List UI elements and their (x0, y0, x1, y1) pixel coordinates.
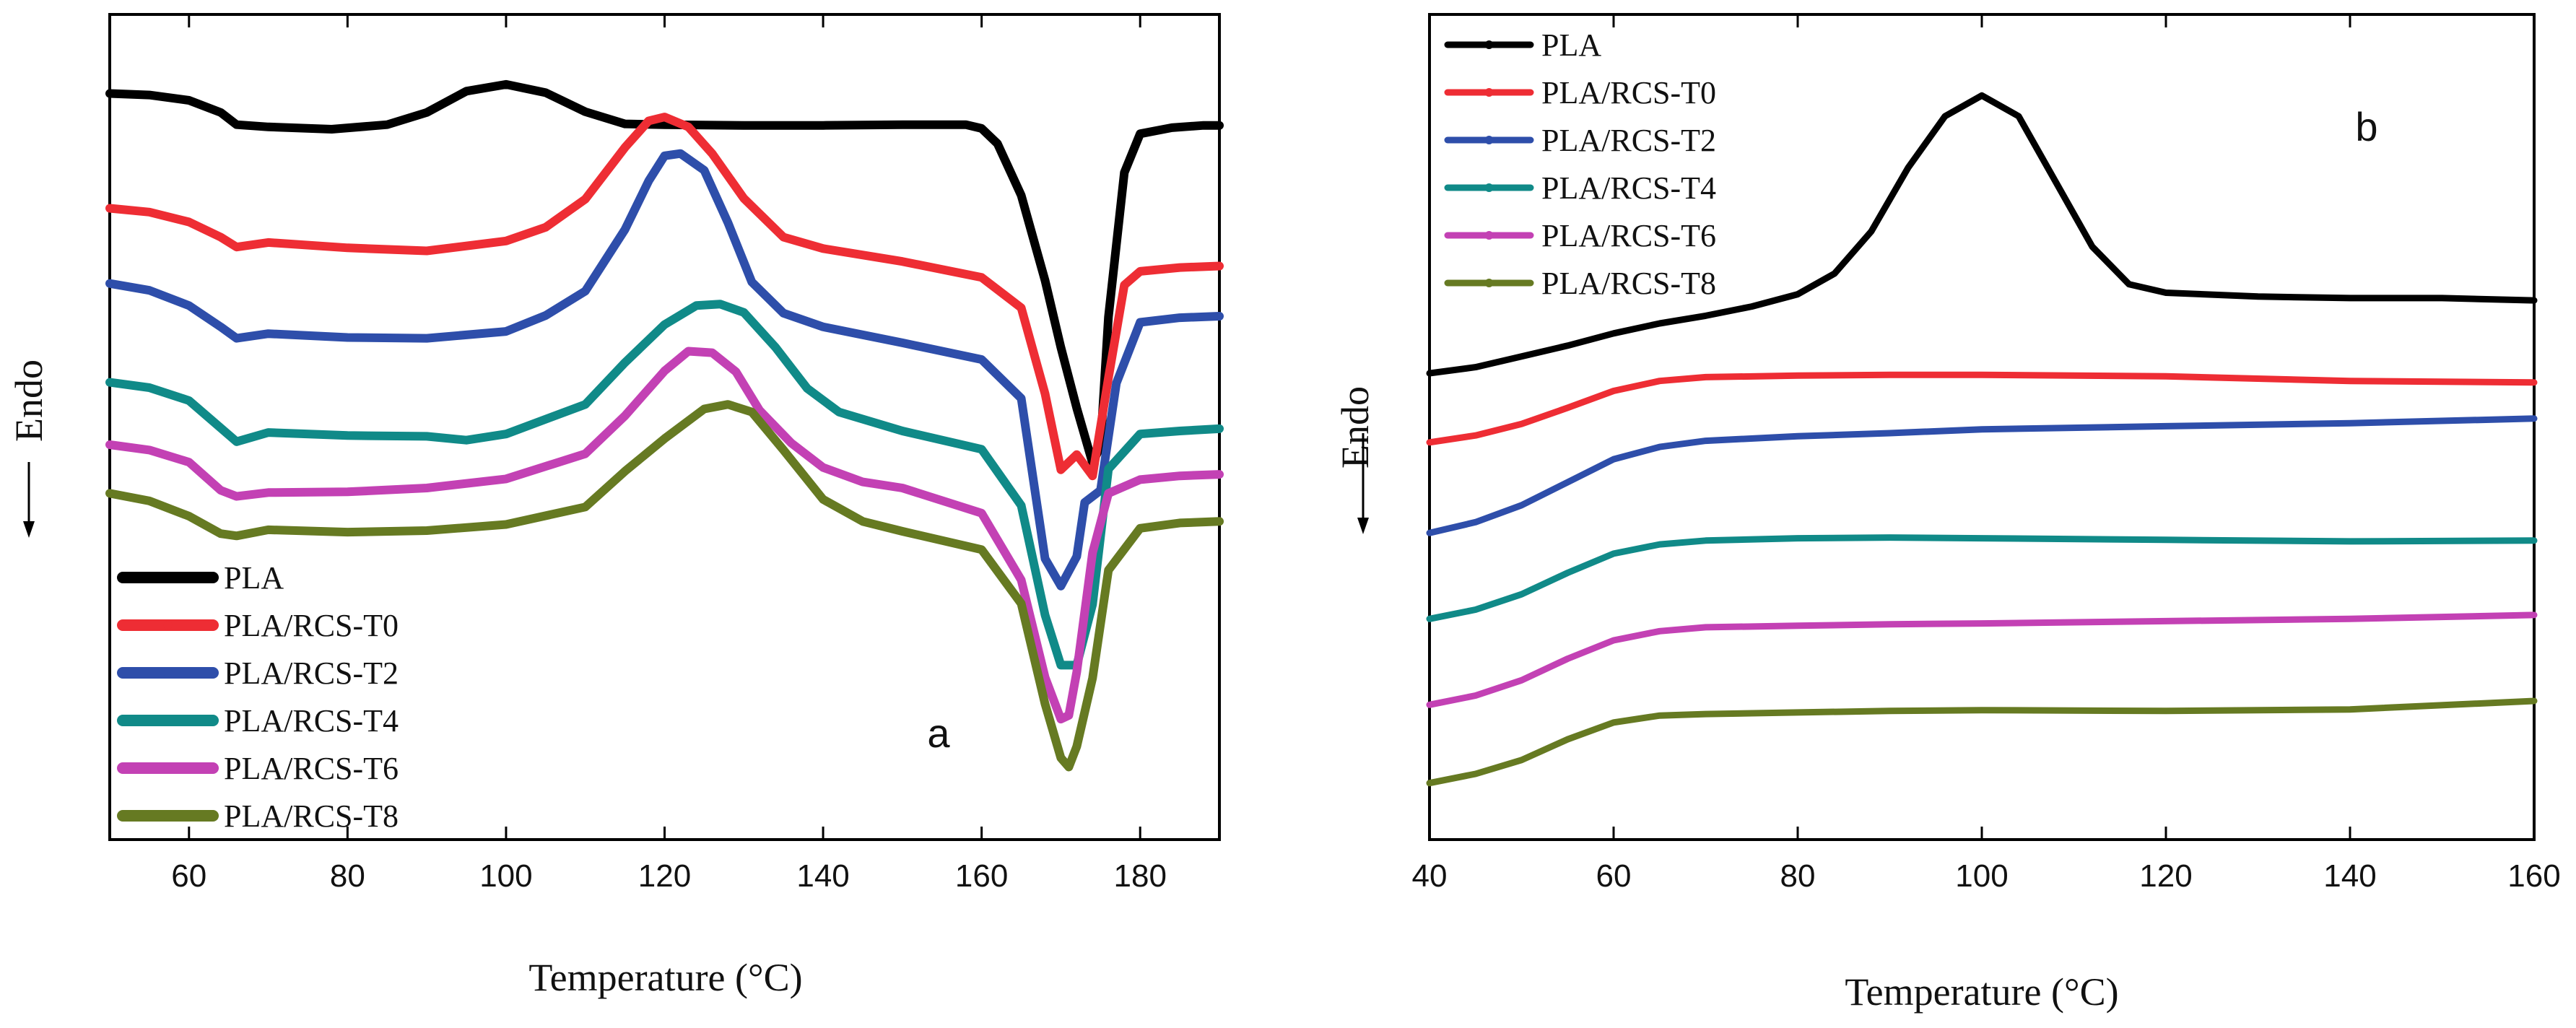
series-line-b-pla-rcs-t8 (1426, 697, 2538, 787)
x-tick-label-b-40: 40 (1412, 858, 1448, 894)
legend-label-b-pla-rcs-t4: PLA/RCS-T4 (1541, 170, 1716, 206)
x-tick-label-b-80: 80 (1780, 858, 1816, 894)
y-axis-label-b: Endo (1333, 386, 1377, 469)
legend-marker-b-pla-rcs-t4 (1484, 183, 1494, 192)
x-axis-unit-a: °C (748, 956, 790, 999)
legend-marker-b-pla-rcs-t0 (1484, 88, 1494, 97)
x-tick-label-a-60: 60 (171, 858, 206, 894)
series-lines-b (1426, 92, 2538, 787)
series-line-b-pla (1426, 92, 2538, 377)
x-tick-label-a-80: 80 (330, 858, 365, 894)
legend-marker-a-pla-rcs-t0 (163, 621, 173, 630)
legend-label-a-pla-rcs-t6: PLA/RCS-T6 (224, 751, 399, 786)
legend-marker-b-pla (1484, 40, 1494, 49)
legend-b: PLA PLA/RCS-T0 PLA/RCS-T2 PLA/RCS-T4 PLA/RCS… (1444, 27, 1716, 301)
x-axis-label-a: Temperature (°C) (528, 956, 802, 999)
legend-label-b-pla-rcs-t2: PLA/RCS-T2 (1541, 123, 1716, 158)
x-tick-label-b-160: 160 (2507, 858, 2560, 894)
series-lines-a (105, 79, 1224, 772)
x-tick-label-b-140: 140 (2323, 858, 2376, 894)
x-tick-label-b-60: 60 (1596, 858, 1632, 894)
x-tick-label-a-100: 100 (479, 858, 532, 894)
y-axis-label-a: Endo (7, 360, 51, 442)
legend-marker-a-pla-rcs-t6 (163, 764, 173, 772)
series-line-a-pla-rcs-t8 (105, 400, 1224, 772)
chart-panel-a: 60 80 100 120 140 160 180 PLA PLA/RCS-T0 PLA/RCS… (7, 13, 1224, 999)
x-tick-label-a-140: 140 (796, 858, 849, 894)
legend-label-b-pla-rcs-t6: PLA/RCS-T6 (1541, 218, 1716, 253)
x-tick-label-b-100: 100 (1955, 858, 2008, 894)
legend-label-b-pla-rcs-t8: PLA/RCS-T8 (1541, 266, 1716, 301)
legend-marker-a-pla-rcs-t8 (163, 811, 173, 820)
x-tick-label-a-160: 160 (955, 858, 1008, 894)
panel-label-a: a (927, 710, 950, 756)
legend-marker-b-pla-rcs-t2 (1484, 136, 1494, 144)
series-line-b-pla-rcs-t2 (1426, 415, 2538, 536)
legend-label-a-pla-rcs-t2: PLA/RCS-T2 (224, 655, 399, 691)
x-ticks-b: 40 60 80 100 120 140 160 (1412, 14, 2561, 894)
legend-label-b-pla-rcs-t0: PLA/RCS-T0 (1541, 75, 1716, 110)
series-line-b-pla-rcs-t6 (1426, 611, 2538, 708)
legend-marker-a-pla-rcs-t4 (163, 716, 173, 725)
legend-label-a-pla-rcs-t8: PLA/RCS-T8 (224, 798, 399, 834)
series-line-a-pla (105, 79, 1224, 468)
x-ticks-a: 60 80 100 120 140 160 180 (171, 14, 1167, 894)
series-line-a-pla-rcs-t2 (105, 149, 1224, 591)
legend-label-b-pla: PLA (1541, 27, 1601, 63)
y-axis-arrow-a (23, 462, 35, 538)
x-tick-label-a-120: 120 (638, 858, 691, 894)
legend-marker-b-pla-rcs-t8 (1484, 279, 1494, 287)
x-tick-label-a-180: 180 (1114, 858, 1167, 894)
legend-label-a-pla-rcs-t0: PLA/RCS-T0 (224, 608, 399, 643)
legend-marker-a-pla-rcs-t2 (163, 668, 173, 677)
series-line-b-pla-rcs-t4 (1426, 534, 2538, 622)
legend-marker-b-pla-rcs-t6 (1484, 231, 1494, 240)
panel-label-b: b (2355, 104, 2377, 149)
x-tick-label-b-120: 120 (2139, 858, 2192, 894)
series-line-a-pla-rcs-t0 (105, 113, 1224, 481)
x-axis-label-b: Temperature (°C) (1845, 970, 2118, 1014)
legend-label-a-pla-rcs-t4: PLA/RCS-T4 (224, 703, 399, 739)
x-axis-unit-b: °C (2064, 970, 2106, 1014)
legend-marker-a-pla (163, 573, 173, 582)
legend-a: PLA PLA/RCS-T0 PLA/RCS-T2 PLA/RCS-T4 PLA/RCS… (117, 560, 399, 834)
chart-panel-b: 40 60 80 100 120 140 160 PLA PLA/RCS-T0 PLA/RCS-… (1333, 13, 2561, 1014)
series-line-b-pla-rcs-t0 (1426, 371, 2538, 446)
series-line-a-pla-rcs-t6 (105, 347, 1224, 724)
y-axis-arrow-b (1357, 433, 1369, 534)
legend-label-a-pla: PLA (224, 560, 284, 596)
